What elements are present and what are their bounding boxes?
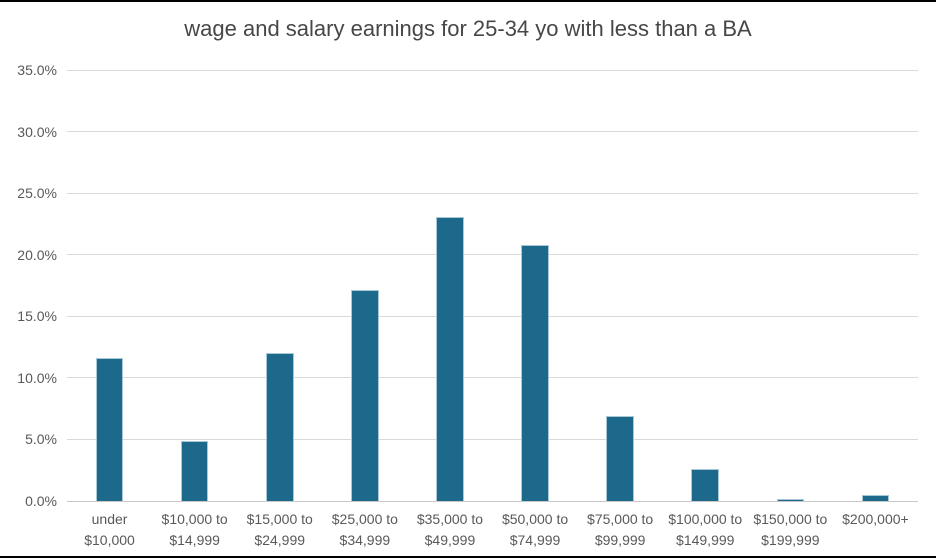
x-axis-category-label: $25,000 to $34,999: [331, 511, 398, 548]
x-axis-category-label: $75,000 to $99,999: [587, 511, 654, 548]
y-axis-tick-label: 20.0%: [17, 246, 57, 263]
y-axis-tick-label: 25.0%: [17, 185, 57, 202]
x-axis-category-label: $35,000 to $49,999: [416, 511, 484, 548]
bar: [606, 416, 634, 501]
x-axis-category-label: $200,000+: [842, 511, 909, 527]
x-axis-category-label: under $10,000: [84, 511, 135, 548]
y-axis-tick-label: 30.0%: [17, 123, 57, 140]
y-axis-tick-label: 10.0%: [17, 369, 57, 386]
gridline: [67, 377, 918, 379]
x-axis-line: [67, 500, 918, 502]
gridline: [67, 254, 918, 256]
y-axis-tick-label: 0.0%: [25, 493, 57, 509]
y-axis-tick-label: 5.0%: [25, 431, 57, 448]
bar: [351, 290, 379, 501]
bar: [95, 358, 124, 501]
y-axis-tick-label: 35.0%: [17, 62, 57, 78]
x-axis-category-label: $100,000 to $149,999: [668, 511, 743, 548]
y-axis-tick-label: 15.0%: [17, 308, 57, 325]
gridline: [67, 192, 918, 194]
bar: [436, 216, 464, 501]
x-axis-category-label: $10,000 to $14,999: [161, 511, 228, 548]
chart-title: wage and salary earnings for 25-34 yo wi…: [184, 16, 752, 41]
x-axis-category-label: $50,000 to $74,999: [501, 511, 569, 548]
bar: [691, 468, 720, 501]
gridline: [67, 131, 918, 133]
x-axis-category-label: $15,000 to $24,999: [246, 511, 313, 548]
bar: [776, 498, 805, 501]
x-axis-category-label: $150,000 to $199,999: [753, 511, 828, 548]
gridline: [67, 69, 918, 71]
gridline: [67, 315, 918, 317]
bar: [861, 494, 890, 501]
gridline: [67, 438, 918, 440]
bar: [521, 244, 549, 501]
bar: [180, 440, 209, 501]
bar: [265, 353, 294, 501]
